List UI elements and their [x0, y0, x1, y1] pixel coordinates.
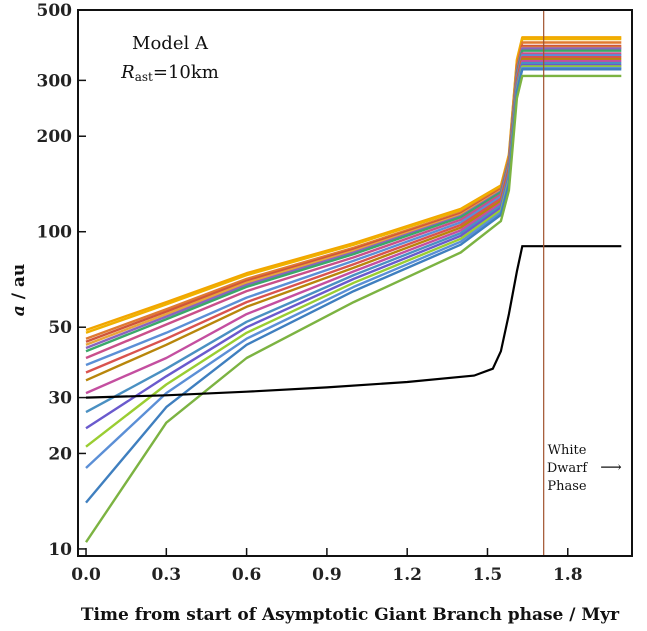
asteroid-orbit-line [85, 68, 622, 504]
y-tick-label: 30 [48, 389, 72, 409]
asteroid-orbit-line [85, 37, 622, 334]
y-tick-label: 200 [37, 127, 73, 147]
x-tick-label: 0.9 [312, 565, 342, 585]
asteroid-orbit-line [85, 44, 622, 343]
y-axis: 10 20 30 50 100 200 300 500 [37, 1, 86, 560]
asteroid-orbit-line [85, 61, 622, 414]
y-tick-label: 10 [48, 540, 72, 560]
x-tick-label: 0.0 [71, 565, 101, 585]
white-dwarf-label-line2: Dwarf [547, 461, 589, 476]
y-tick-label: 500 [37, 1, 73, 21]
x-tick-label: 0.3 [152, 565, 182, 585]
x-axis-label: Time from start of Asymptotic Giant Bran… [81, 605, 620, 625]
white-dwarf-label-line1: White [548, 443, 587, 458]
planet-orbit-line [85, 245, 622, 399]
y-tick-label: 300 [37, 71, 73, 91]
x-tick-label: 1.5 [473, 565, 503, 585]
asteroid-orbit-line [85, 74, 622, 543]
asteroid-orbit-line [85, 41, 622, 340]
x-tick-label: 1.8 [553, 565, 583, 585]
radius-label: Rast=10km [120, 62, 219, 84]
asteroid-orbits [85, 36, 622, 543]
y-tick-label: 50 [48, 318, 72, 338]
white-dwarf-label-line3: Phase [547, 479, 587, 494]
x-axis: 0.0 0.3 0.6 0.9 1.2 1.5 1.8 [71, 548, 583, 585]
y-tick-label: 20 [48, 444, 72, 464]
asteroid-orbit-line [85, 49, 622, 353]
plot-frame [77, 9, 633, 557]
y-tick-label: 100 [37, 223, 73, 243]
white-dwarf-arrow: ⟶ [600, 458, 622, 476]
x-tick-label: 1.2 [392, 565, 422, 585]
asteroid-orbit-line [85, 59, 622, 395]
model-label: Model A [132, 33, 209, 54]
x-tick-label: 0.6 [232, 565, 262, 585]
y-axis-label: a / au [9, 264, 29, 316]
asteroid-orbit-line [85, 46, 622, 346]
planet-orbit [85, 245, 622, 399]
